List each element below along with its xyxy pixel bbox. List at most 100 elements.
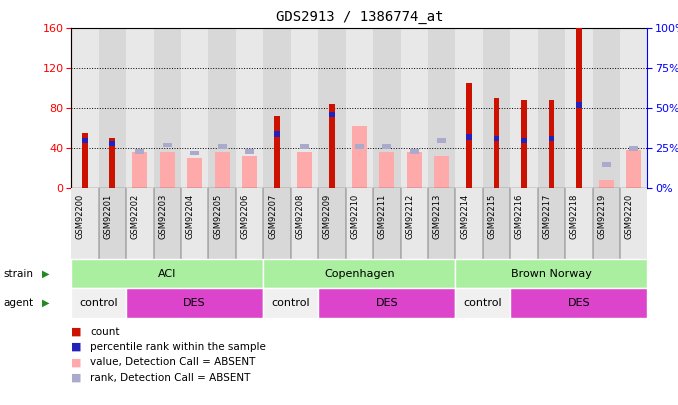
- Text: GSM92210: GSM92210: [351, 194, 359, 239]
- Bar: [549, 136, 555, 141]
- Text: ■: ■: [71, 373, 81, 383]
- Bar: [466, 134, 472, 140]
- Text: GSM92205: GSM92205: [213, 194, 222, 239]
- Text: ▶: ▶: [42, 298, 49, 308]
- Bar: [181, 28, 208, 188]
- Bar: [191, 151, 199, 156]
- Text: DES: DES: [183, 298, 206, 308]
- Text: GSM92211: GSM92211: [378, 194, 386, 239]
- Text: Brown Norway: Brown Norway: [511, 269, 592, 279]
- Bar: [511, 288, 647, 318]
- Bar: [263, 188, 291, 259]
- Bar: [126, 288, 263, 318]
- Bar: [565, 28, 593, 188]
- Text: control: control: [464, 298, 502, 308]
- Bar: [208, 188, 236, 259]
- Bar: [456, 259, 647, 288]
- Text: strain: strain: [3, 269, 33, 279]
- Text: GSM92201: GSM92201: [103, 194, 113, 239]
- Bar: [355, 145, 364, 149]
- Bar: [483, 188, 511, 259]
- Text: agent: agent: [3, 298, 33, 308]
- Text: GSM92207: GSM92207: [268, 194, 277, 239]
- Text: GSM92215: GSM92215: [487, 194, 496, 239]
- Text: GSM92214: GSM92214: [460, 194, 469, 239]
- Bar: [98, 28, 126, 188]
- Bar: [373, 28, 401, 188]
- Bar: [352, 126, 367, 188]
- Bar: [82, 138, 87, 143]
- Bar: [456, 28, 483, 188]
- Bar: [263, 28, 291, 188]
- Bar: [593, 188, 620, 259]
- Bar: [126, 188, 153, 259]
- Bar: [494, 136, 500, 141]
- Bar: [297, 152, 312, 188]
- Bar: [456, 188, 483, 259]
- Bar: [160, 152, 175, 188]
- Bar: [236, 188, 263, 259]
- Text: GSM92206: GSM92206: [241, 194, 250, 239]
- Bar: [483, 28, 511, 188]
- Bar: [599, 180, 614, 188]
- Bar: [318, 288, 456, 318]
- Bar: [132, 152, 147, 188]
- Bar: [620, 188, 647, 259]
- Bar: [274, 131, 280, 136]
- Text: GSM92204: GSM92204: [186, 194, 195, 239]
- Bar: [346, 28, 373, 188]
- Bar: [71, 188, 98, 259]
- Bar: [153, 28, 181, 188]
- Bar: [401, 188, 428, 259]
- Bar: [82, 133, 87, 188]
- Bar: [428, 188, 456, 259]
- Bar: [274, 116, 280, 188]
- Bar: [300, 145, 309, 149]
- Text: Copenhagen: Copenhagen: [324, 269, 395, 279]
- Bar: [242, 156, 257, 188]
- Text: GSM92203: GSM92203: [158, 194, 167, 239]
- Text: GSM92219: GSM92219: [597, 194, 606, 239]
- Text: control: control: [271, 298, 310, 308]
- Bar: [263, 288, 318, 318]
- Bar: [626, 150, 641, 188]
- Text: ■: ■: [71, 327, 81, 337]
- Text: GSM92200: GSM92200: [76, 194, 85, 239]
- Bar: [263, 259, 456, 288]
- Bar: [521, 100, 527, 188]
- Bar: [71, 259, 263, 288]
- Bar: [629, 146, 638, 151]
- Bar: [602, 162, 611, 166]
- Bar: [208, 28, 236, 188]
- Bar: [511, 188, 538, 259]
- Bar: [576, 102, 582, 108]
- Bar: [521, 138, 527, 143]
- Text: control: control: [79, 298, 118, 308]
- Bar: [576, 28, 582, 188]
- Bar: [538, 188, 565, 259]
- Bar: [329, 112, 335, 117]
- Bar: [71, 288, 126, 318]
- Bar: [187, 158, 202, 188]
- Text: GDS2913 / 1386774_at: GDS2913 / 1386774_at: [275, 10, 443, 24]
- Bar: [163, 143, 172, 147]
- Bar: [401, 28, 428, 188]
- Bar: [109, 139, 115, 188]
- Bar: [346, 188, 373, 259]
- Bar: [71, 28, 98, 188]
- Bar: [218, 145, 226, 149]
- Text: GSM92209: GSM92209: [323, 194, 332, 239]
- Text: DES: DES: [567, 298, 590, 308]
- Bar: [98, 188, 126, 259]
- Text: GSM92218: GSM92218: [570, 194, 579, 239]
- Text: count: count: [90, 327, 120, 337]
- Text: GSM92217: GSM92217: [542, 194, 551, 239]
- Bar: [109, 141, 115, 146]
- Bar: [620, 28, 647, 188]
- Bar: [428, 28, 456, 188]
- Text: rank, Detection Call = ABSENT: rank, Detection Call = ABSENT: [90, 373, 251, 383]
- Text: GSM92202: GSM92202: [131, 194, 140, 239]
- Bar: [126, 28, 153, 188]
- Bar: [410, 149, 419, 154]
- Text: ■: ■: [71, 342, 81, 352]
